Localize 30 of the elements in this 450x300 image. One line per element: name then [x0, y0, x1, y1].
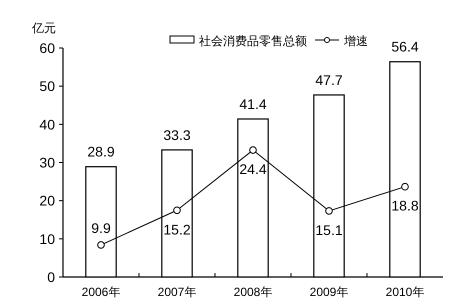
y-tick-label: 10 — [39, 230, 56, 247]
data-label: 41.4 — [239, 96, 267, 112]
data-label: 9.9 — [91, 220, 111, 236]
y-tick-label: 30 — [39, 154, 56, 170]
y-tick-label: 20 — [39, 192, 56, 209]
data-label: 24.4 — [239, 161, 267, 178]
data-label: 15.1 — [315, 222, 343, 238]
x-tick-label: 2008年 — [234, 285, 272, 299]
y-axis-title: 亿元 — [31, 21, 56, 35]
x-tick-label: 2006年 — [82, 285, 120, 299]
legend-label: 社会消费品零售总额 — [199, 34, 307, 48]
x-tick-label: 2009年 — [310, 285, 348, 299]
point — [173, 206, 181, 214]
x-tick-label: 2010年 — [386, 285, 424, 299]
point — [249, 146, 257, 154]
data-label: 28.9 — [87, 144, 115, 160]
data-label: 15.2 — [163, 221, 191, 238]
x-tick-label: 2007年 — [158, 285, 196, 299]
y-tick-label: 60 — [39, 40, 56, 56]
data-label: 47.7 — [315, 72, 343, 88]
point — [97, 241, 105, 249]
point — [325, 207, 333, 215]
y-tick-label: 50 — [39, 78, 56, 94]
legend-label: 增速 — [343, 34, 368, 48]
point — [401, 182, 409, 191]
y-tick-label: 40 — [39, 116, 56, 132]
data-label: 33.3 — [163, 126, 191, 143]
data-label: 56.4 — [391, 38, 419, 55]
y-tick-label: 0 — [47, 269, 56, 285]
data-label: 18.8 — [391, 198, 419, 214]
